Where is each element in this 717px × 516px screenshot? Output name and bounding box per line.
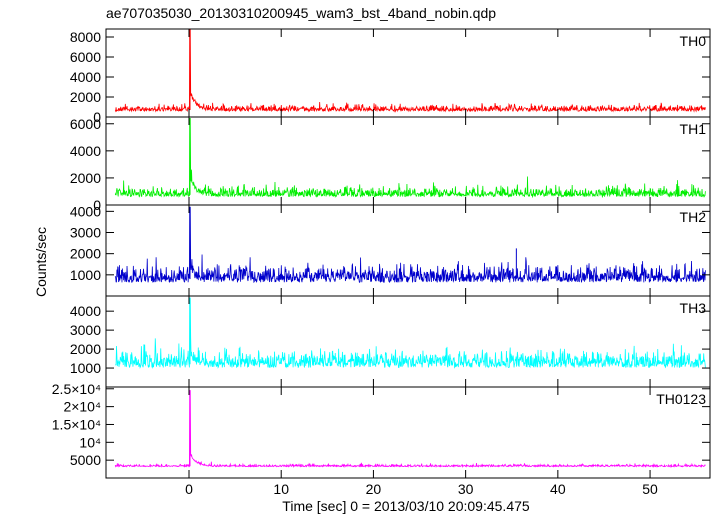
y-tick-label: 2×10⁴ <box>63 399 101 415</box>
panel-th1: 0 2000 4000 6000 TH1 <box>70 116 711 213</box>
y-tick-label: 1.5×10⁴ <box>52 416 101 432</box>
panel-label: TH2 <box>680 209 707 225</box>
y-tick-label: 2000 <box>70 170 101 186</box>
x-tick-label: 0 <box>185 481 193 497</box>
panel-frame <box>105 386 711 479</box>
y-tick-label: 0 <box>93 197 101 213</box>
y-tick-label: 2.5×10⁴ <box>52 381 101 397</box>
panel-label: TH0123 <box>656 391 706 407</box>
x-tick-label: 10 <box>273 481 289 497</box>
chart-title: ae707035030_20130310200945_wam3_bst_4ban… <box>106 5 496 21</box>
panel-frame <box>105 295 711 388</box>
x-tick-label: 40 <box>550 481 566 497</box>
y-tick-label: 4000 <box>70 143 101 159</box>
panel-th0: 0 2000 4000 6000 8000 TH0 <box>70 28 711 125</box>
y-axis-title: Counts/sec <box>33 227 49 297</box>
panel-label: TH0 <box>680 33 707 49</box>
y-tick-label: 3000 <box>70 225 101 241</box>
panel-th2: 1000 2000 3000 4000 TH2 <box>70 203 711 297</box>
y-tick-label: 8000 <box>70 29 101 45</box>
y-tick-label: 6000 <box>70 116 101 132</box>
y-tick-label: 2000 <box>70 341 101 357</box>
series-line-th0123 <box>114 390 706 469</box>
y-tick-label: 4000 <box>70 303 101 319</box>
x-tick-label: 20 <box>366 481 382 497</box>
y-tick-label: 4000 <box>70 203 101 219</box>
y-tick-label: 4000 <box>70 69 101 85</box>
series-line-th3 <box>115 297 706 369</box>
panel-label: TH1 <box>680 121 707 137</box>
series-line-th1 <box>114 117 706 199</box>
y-tick-label: 0 <box>93 109 101 125</box>
y-tick-label: 10⁴ <box>79 434 101 450</box>
series-line-th2 <box>114 206 706 284</box>
y-tick-label: 6000 <box>70 49 101 65</box>
y-tick-label: 1000 <box>70 360 101 376</box>
panel-th3: 1000 2000 3000 4000 TH3 <box>70 295 711 388</box>
y-tick-label: 2000 <box>70 89 101 105</box>
x-axis-title: Time [sec] 0 = 2013/03/10 20:09:45.475 <box>282 498 530 514</box>
panel-label: TH3 <box>680 300 707 316</box>
y-tick-label: 5000 <box>70 452 101 468</box>
panels-group: 0 2000 4000 6000 8000 TH0 0 2000 4000 6000 TH1 1000… <box>52 28 711 479</box>
y-tick-label: 1000 <box>70 267 101 283</box>
x-axis: 0 10 20 30 40 50 <box>185 481 658 497</box>
x-tick-label: 50 <box>642 481 658 497</box>
y-tick-label: 2000 <box>70 246 101 262</box>
y-tick-label: 3000 <box>70 322 101 338</box>
series-line-th0 <box>114 29 706 113</box>
x-tick-label: 30 <box>458 481 474 497</box>
